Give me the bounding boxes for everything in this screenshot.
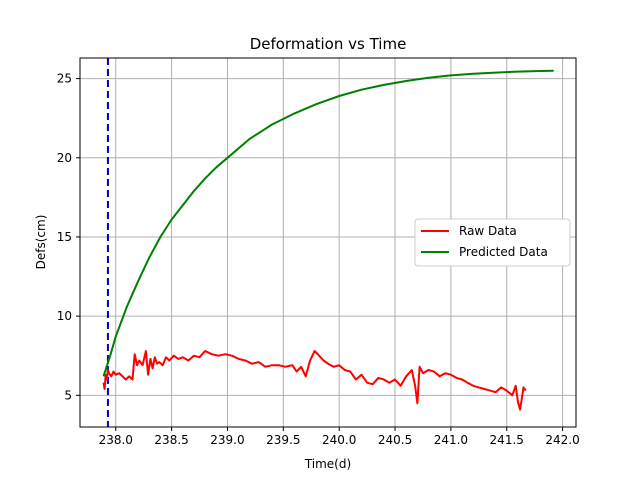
- x-tick-label: 240.5: [378, 433, 412, 447]
- x-tick-label: 241.5: [490, 433, 524, 447]
- legend: Raw Data Predicted Data: [414, 218, 571, 267]
- legend-label-raw-data: Raw Data: [459, 224, 517, 238]
- series-layer: [102, 69, 554, 411]
- chart-title: Deformation vs Time: [250, 35, 407, 53]
- x-tick-label: 240.0: [322, 433, 356, 447]
- series-line-predicted-data: [102, 69, 554, 377]
- x-axis-label: Time(d): [304, 457, 351, 471]
- x-tick-label: 238.0: [99, 433, 133, 447]
- x-tick-label: 238.5: [154, 433, 188, 447]
- legend-box: [414, 218, 571, 267]
- plot-frame: [79, 57, 577, 428]
- x-tick-label: 242.0: [545, 433, 579, 447]
- x-tick-label: 241.0: [434, 433, 468, 447]
- y-tick-label: 15: [57, 230, 72, 244]
- x-tick-label: 239.0: [210, 433, 244, 447]
- axis-ticks: 238.0 238.5 239.0 239.5 240.0 240.5 241.0 241.5…: [57, 72, 580, 447]
- x-tick-label: 239.5: [266, 433, 300, 447]
- y-axis-label: Defs(cm): [34, 215, 48, 270]
- y-tick-label: 25: [57, 72, 72, 86]
- series-line-raw-data: [102, 350, 527, 411]
- y-tick-label: 5: [64, 388, 72, 402]
- legend-label-predicted-data: Predicted Data: [459, 245, 548, 259]
- gridlines: [80, 58, 576, 427]
- y-tick-label: 10: [57, 309, 72, 323]
- y-tick-label: 20: [57, 151, 72, 165]
